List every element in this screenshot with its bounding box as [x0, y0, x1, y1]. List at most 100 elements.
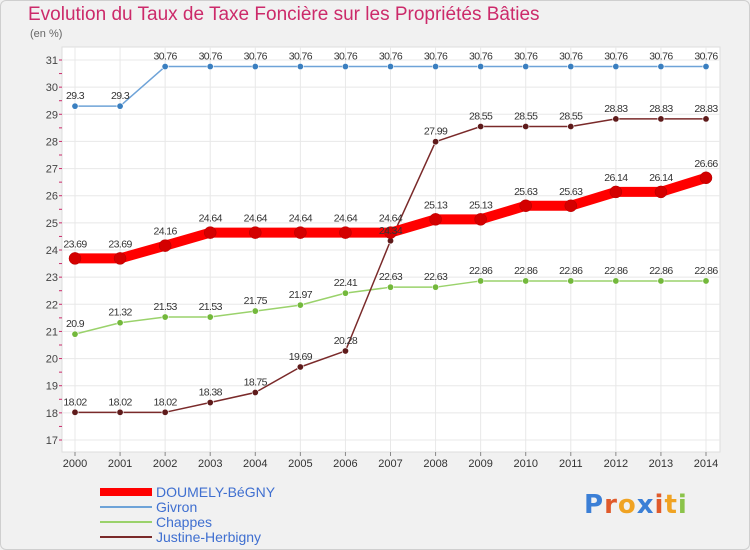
data-label: 30.76 [379, 51, 403, 63]
data-point [567, 123, 575, 131]
data-label: 18.02 [154, 396, 178, 408]
logo-letter: i [677, 490, 688, 520]
logo-letter: x [636, 490, 655, 520]
legend-swatch-justine [100, 536, 152, 538]
data-point [567, 63, 575, 71]
legend-label-givron: Givron [156, 499, 198, 515]
data-label: 30.76 [334, 51, 358, 63]
data-label: 30.76 [199, 51, 223, 63]
data-label: 24.64 [334, 213, 358, 225]
x-tick-label: 2011 [559, 458, 583, 470]
data-point [296, 63, 304, 71]
legend-swatch-doumely [100, 488, 152, 496]
logo-letter: P [584, 490, 605, 520]
y-tick-label: 25 [46, 218, 58, 230]
data-label: 28.83 [649, 103, 673, 115]
y-tick-label: 30 [46, 82, 58, 94]
logo-letter: t [664, 490, 678, 520]
y-tick-label: 23 [46, 272, 58, 284]
data-point [161, 313, 169, 321]
data-label: 19.69 [289, 351, 313, 363]
data-label: 24.64 [289, 213, 313, 225]
logo-letter: o [617, 490, 637, 520]
data-point [699, 171, 713, 185]
data-label: 26.14 [604, 172, 628, 184]
data-label: 28.83 [694, 103, 718, 115]
data-label: 24.64 [199, 213, 223, 225]
proxiti-logo: Proxiti [584, 490, 688, 520]
data-label: 28.55 [559, 111, 583, 123]
data-point [339, 226, 352, 239]
data-point [432, 63, 440, 71]
x-tick-label: 2012 [604, 458, 628, 470]
data-label: 28.55 [469, 111, 493, 123]
data-point [206, 399, 214, 407]
data-point [113, 252, 127, 265]
data-point [522, 63, 530, 71]
data-label: 20.9 [66, 318, 85, 330]
data-point [384, 226, 397, 239]
data-point [249, 226, 262, 239]
x-tick-label: 2005 [288, 458, 312, 470]
x-tick-label: 2007 [378, 458, 402, 470]
data-label: 30.76 [154, 51, 178, 63]
data-label: 18.02 [108, 396, 132, 408]
data-label: 18.02 [63, 396, 87, 408]
data-point [116, 408, 124, 416]
x-tick-label: 2009 [468, 458, 492, 470]
data-label: 29.3 [111, 90, 130, 102]
data-label: 22.41 [334, 277, 358, 289]
data-point [71, 408, 79, 416]
data-point [116, 319, 124, 327]
data-point [296, 301, 304, 309]
data-point [522, 123, 530, 131]
data-point [206, 313, 214, 321]
data-label: 22.63 [379, 271, 403, 283]
legend-label-chappes: Chappes [156, 514, 213, 530]
y-tick-label: 19 [46, 381, 58, 393]
data-label: 24.16 [154, 226, 178, 238]
data-label: 21.53 [154, 301, 178, 313]
data-point [432, 283, 440, 291]
data-label: 25.13 [424, 199, 448, 211]
data-point [251, 307, 259, 315]
x-tick-label: 2010 [513, 458, 537, 470]
y-tick-label: 28 [46, 136, 58, 148]
x-tick-label: 2001 [108, 458, 132, 470]
data-point [161, 408, 169, 416]
data-point [477, 63, 485, 71]
data-label: 22.86 [469, 265, 493, 277]
data-label: 23.69 [63, 238, 87, 250]
data-label: 25.63 [559, 186, 583, 198]
data-label: 26.14 [649, 172, 673, 184]
data-label: 30.76 [559, 51, 583, 63]
logo-letter: i [654, 490, 665, 520]
data-point [341, 63, 349, 71]
data-label: 30.76 [649, 51, 673, 63]
data-label: 30.76 [244, 51, 268, 63]
data-label: 30.76 [604, 51, 628, 63]
data-label: 21.97 [289, 289, 313, 301]
data-point [657, 115, 665, 123]
data-point [567, 277, 575, 285]
data-point [702, 277, 710, 285]
data-label: 22.63 [424, 271, 448, 283]
data-label: 21.75 [244, 295, 268, 307]
data-point [116, 102, 124, 110]
data-label: 23.69 [108, 238, 132, 250]
data-label: 24.64 [379, 213, 403, 225]
unit-label: (en %) [30, 28, 63, 40]
y-tick-label: 20 [46, 354, 58, 366]
data-label: 30.76 [469, 51, 493, 63]
legend-label-justine: Justine-Herbigny [156, 529, 262, 545]
x-tick-label: 2013 [649, 458, 673, 470]
data-point [477, 123, 485, 131]
x-tick-label: 2003 [198, 458, 222, 470]
data-point [71, 330, 79, 338]
data-point [294, 226, 307, 239]
y-tick-label: 27 [46, 164, 58, 176]
x-tick-label: 2002 [153, 458, 177, 470]
data-point [158, 239, 172, 252]
data-label: 21.32 [108, 307, 132, 319]
